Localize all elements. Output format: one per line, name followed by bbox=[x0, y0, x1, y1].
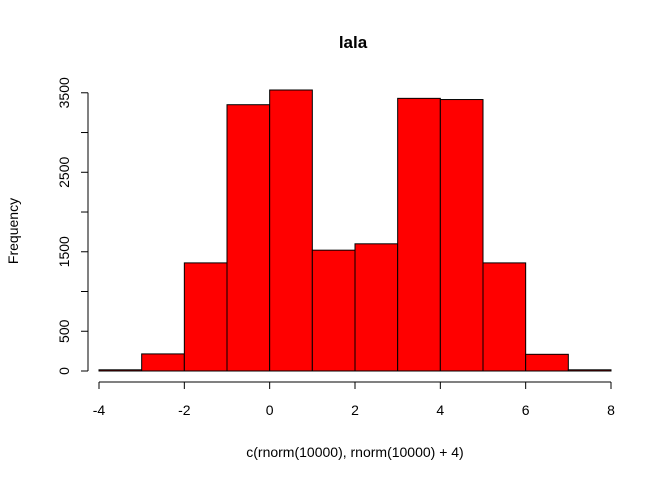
histogram-bar-9 bbox=[482, 262, 527, 372]
histogram-bar-1 bbox=[141, 353, 185, 372]
x-tick-label: 4 bbox=[436, 402, 444, 418]
histogram-bar-10 bbox=[525, 353, 569, 372]
bars-group bbox=[98, 89, 612, 372]
histogram-bar-4 bbox=[269, 89, 313, 372]
x-axis-label: c(rnorm(10000), rnorm(10000) + 4) bbox=[246, 444, 463, 460]
y-axis-label: Frequency bbox=[5, 198, 21, 264]
histogram-bar-2 bbox=[183, 262, 228, 372]
x-tick-label: 8 bbox=[607, 402, 615, 418]
x-tick-label: 0 bbox=[266, 402, 274, 418]
x-tick-label: 2 bbox=[351, 402, 359, 418]
histogram-bar-11 bbox=[567, 369, 612, 372]
x-tick-label: -4 bbox=[93, 402, 106, 418]
x-tick-label: 6 bbox=[522, 402, 530, 418]
y-tick-label: 0 bbox=[56, 367, 72, 375]
y-tick-label: 2500 bbox=[56, 156, 72, 187]
chart-title: lala bbox=[339, 33, 368, 52]
histogram-bar-6 bbox=[354, 243, 399, 372]
y-axis: 0 500 1500 2500 3500 bbox=[56, 77, 89, 375]
histogram-bar-5 bbox=[311, 249, 356, 372]
histogram-bar-7 bbox=[397, 97, 441, 372]
histogram-bar-3 bbox=[226, 104, 271, 372]
histogram-bar-0 bbox=[98, 369, 143, 372]
y-tick-label: 1500 bbox=[56, 236, 72, 267]
x-tick-label: -2 bbox=[178, 402, 191, 418]
x-axis: -4 -2 0 2 4 6 8 bbox=[93, 381, 615, 418]
y-tick-label: 500 bbox=[56, 319, 72, 343]
y-tick-label: 3500 bbox=[56, 77, 72, 108]
histogram-bar-8 bbox=[439, 99, 484, 372]
